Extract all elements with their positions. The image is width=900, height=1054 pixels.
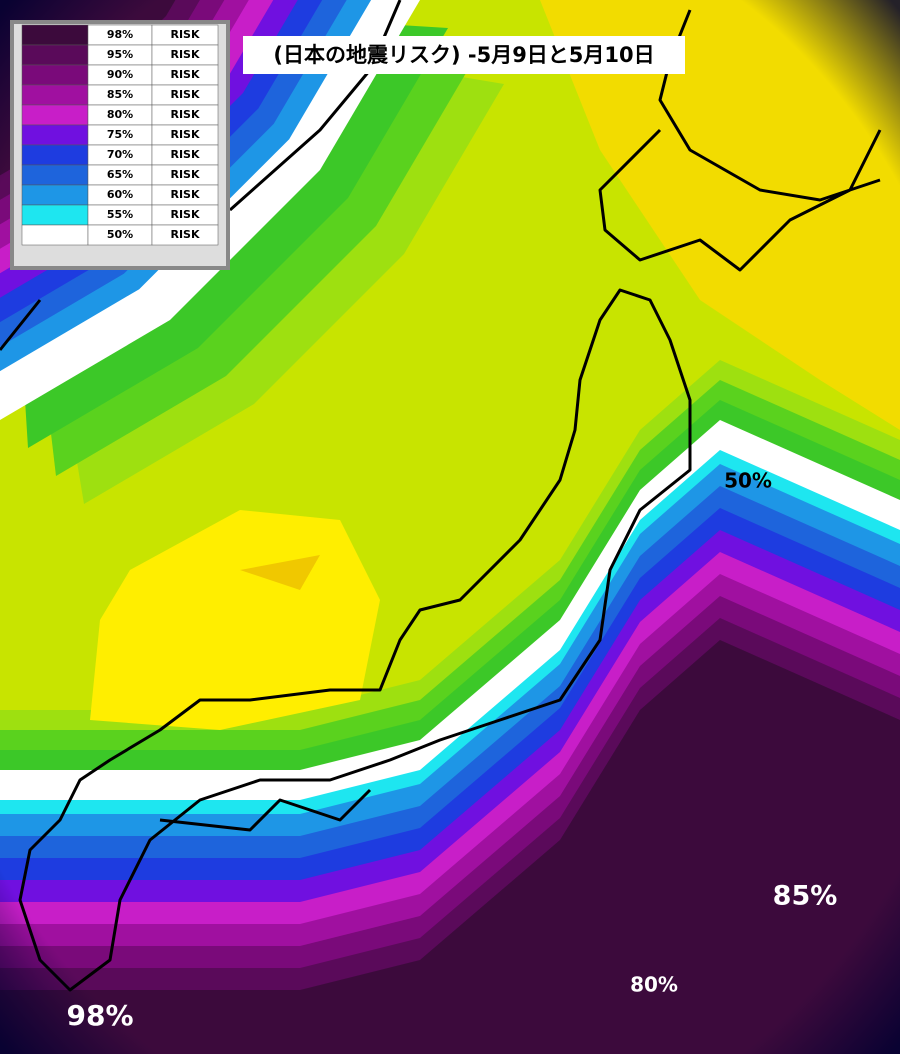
legend-level: 80%	[107, 108, 133, 121]
legend-label: RISK	[170, 228, 199, 241]
legend-label: RISK	[170, 188, 199, 201]
map-label: 50%	[724, 469, 772, 493]
legend-swatch	[21, 144, 89, 166]
legend-level: 60%	[107, 188, 133, 201]
legend-label: RISK	[170, 88, 199, 101]
legend-swatch	[21, 224, 89, 246]
legend-label: RISK	[170, 48, 199, 61]
legend-level: 98%	[107, 28, 133, 41]
legend-cell	[151, 224, 219, 246]
legend-swatch	[21, 124, 89, 146]
legend-swatch	[21, 64, 89, 86]
legend-level: 70%	[107, 148, 133, 161]
legend-label: RISK	[170, 168, 199, 181]
legend-label: RISK	[170, 68, 199, 81]
legend-rows: 98% RISK 95% RISK 90% RISK 85% RISK 80% RISK 75% RI…	[21, 24, 219, 246]
legend-label: RISK	[170, 108, 199, 121]
legend-swatch	[21, 44, 89, 66]
map-label: 85%	[773, 881, 838, 912]
legend-swatch	[21, 24, 89, 46]
title: (日本の地震リスク) -5月9日と5月10日	[273, 43, 654, 67]
legend-label: RISK	[170, 28, 199, 41]
legend-swatch	[21, 164, 89, 186]
legend: 98% RISK 95% RISK 90% RISK 85% RISK 80% RISK 75% RI…	[10, 20, 230, 270]
legend-swatch	[21, 204, 89, 226]
map-label: 80%	[630, 973, 678, 997]
legend-label: RISK	[170, 208, 199, 221]
legend-label: RISK	[170, 148, 199, 161]
title-box	[243, 36, 685, 74]
legend-swatch	[21, 84, 89, 106]
legend-level: 90%	[107, 68, 133, 81]
legend-level: 55%	[107, 208, 133, 221]
legend-swatch	[21, 104, 89, 126]
legend-level: 50%	[107, 228, 133, 241]
legend-level: 95%	[107, 48, 133, 61]
map-label: 98%	[66, 999, 133, 1032]
legend-level: 75%	[107, 128, 133, 141]
legend-level: 85%	[107, 88, 133, 101]
legend-level: 65%	[107, 168, 133, 181]
legend-swatch	[21, 184, 89, 206]
legend-label: RISK	[170, 128, 199, 141]
